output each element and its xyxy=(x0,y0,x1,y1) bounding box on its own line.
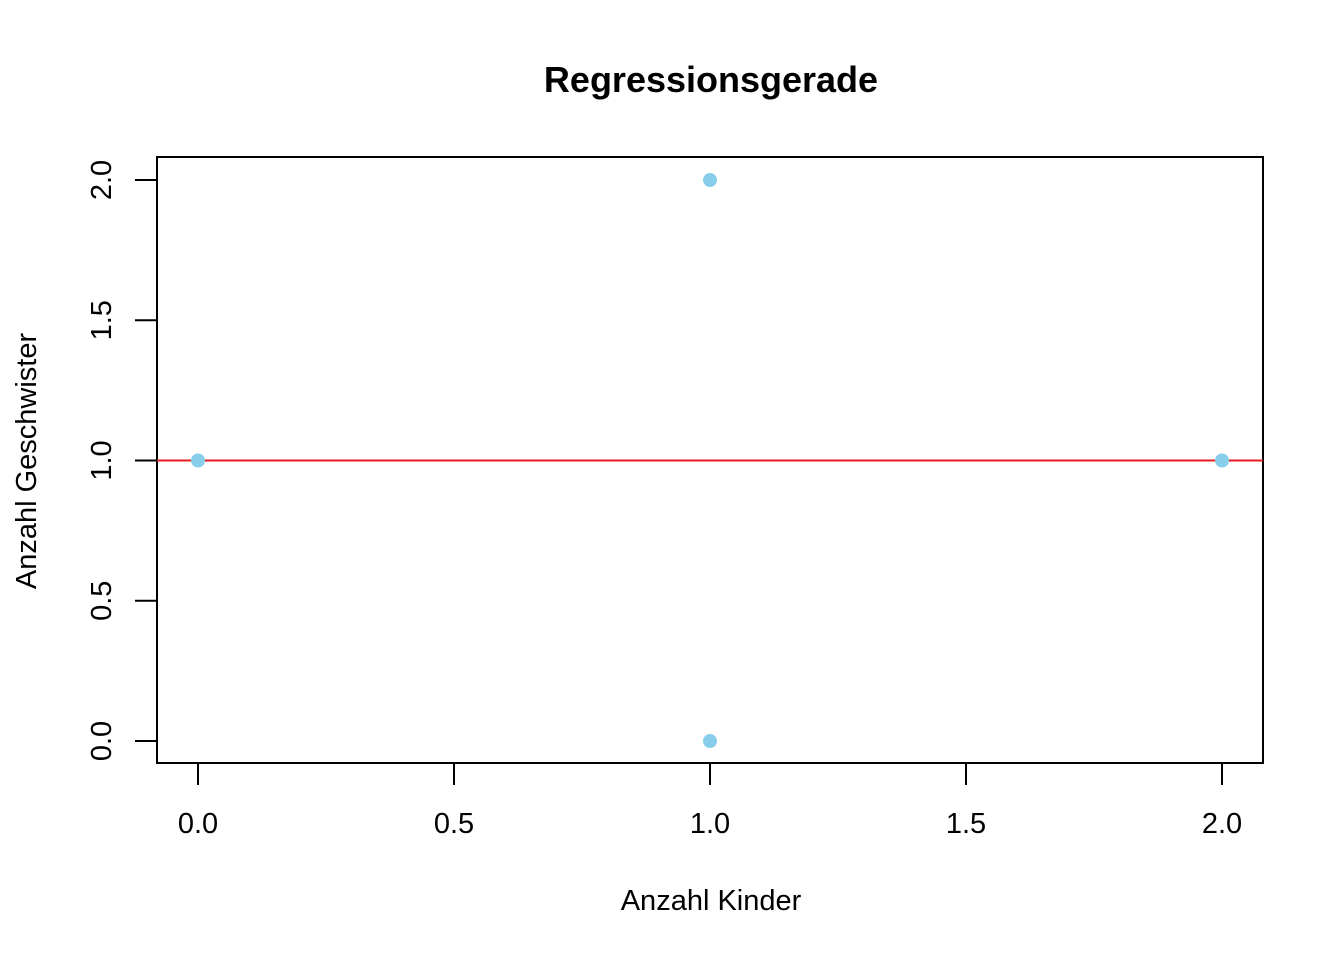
x-axis-label: Anzahl Kinder xyxy=(621,885,802,917)
x-axis: 0.0 0.5 1.0 1.5 2.0 xyxy=(178,762,1242,840)
y-tick-label: 2.0 xyxy=(86,160,118,200)
y-axis: 0.0 0.5 1.0 1.5 2.0 xyxy=(86,160,158,761)
data-point xyxy=(703,173,717,187)
data-points xyxy=(191,173,1229,748)
data-point xyxy=(703,734,717,748)
y-axis-label: Anzahl Geschwister xyxy=(11,333,43,590)
x-tick-label: 0.5 xyxy=(434,808,474,840)
x-tick-label: 1.5 xyxy=(946,808,986,840)
data-point xyxy=(191,453,205,468)
x-tick-label: 0.0 xyxy=(178,808,218,840)
y-tick-label: 1.0 xyxy=(86,440,118,480)
data-point xyxy=(1215,453,1229,468)
y-tick-label: 1.5 xyxy=(86,300,118,340)
x-tick-label: 2.0 xyxy=(1202,808,1242,840)
x-tick-label: 1.0 xyxy=(690,808,730,840)
chart-title: Regressionsgerade xyxy=(544,59,878,100)
y-tick-label: 0.5 xyxy=(86,581,118,621)
y-tick-label: 0.0 xyxy=(86,721,118,761)
